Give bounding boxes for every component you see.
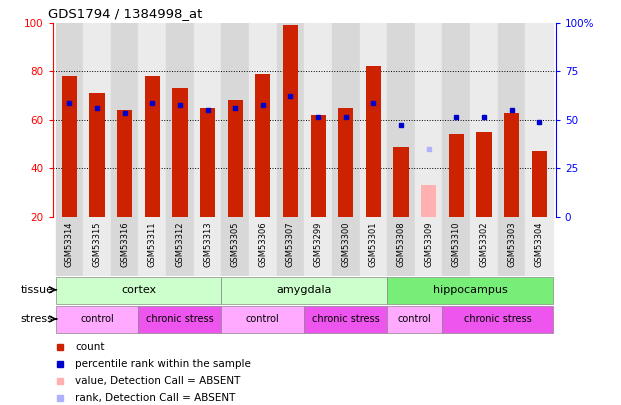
Bar [166, 23, 194, 217]
Bar [283, 25, 298, 217]
Bar [498, 217, 525, 276]
Bar [55, 217, 83, 276]
Text: control: control [398, 314, 432, 324]
Bar [366, 66, 381, 217]
Text: percentile rank within the sample: percentile rank within the sample [75, 359, 252, 369]
Bar [194, 217, 221, 276]
Bar [525, 23, 553, 217]
Bar [304, 217, 332, 276]
Bar [200, 108, 215, 217]
Bar [388, 307, 443, 333]
Bar [338, 108, 353, 217]
Bar [194, 23, 221, 217]
Bar [117, 110, 132, 217]
Text: control: control [80, 314, 114, 324]
Bar [55, 23, 83, 217]
Text: value, Detection Call = ABSENT: value, Detection Call = ABSENT [75, 376, 241, 386]
Bar [504, 113, 519, 217]
Text: GSM53299: GSM53299 [314, 222, 322, 267]
Bar [360, 23, 388, 217]
Text: GSM53311: GSM53311 [148, 222, 156, 267]
Bar [443, 217, 470, 276]
Text: chronic stress: chronic stress [312, 314, 379, 324]
Text: GSM53302: GSM53302 [479, 222, 489, 267]
Text: tissue: tissue [20, 285, 53, 295]
Text: GSM53307: GSM53307 [286, 222, 295, 267]
Text: GSM53301: GSM53301 [369, 222, 378, 267]
Bar [449, 134, 464, 217]
Bar [221, 277, 388, 303]
Bar [55, 277, 221, 303]
Bar [310, 115, 325, 217]
Bar [360, 217, 388, 276]
Text: count: count [75, 342, 105, 352]
Bar [249, 23, 276, 217]
Bar [388, 217, 415, 276]
Text: chronic stress: chronic stress [146, 314, 214, 324]
Bar [138, 217, 166, 276]
Bar [470, 23, 498, 217]
Text: GSM53304: GSM53304 [535, 222, 544, 267]
Bar [498, 23, 525, 217]
Bar [138, 307, 221, 333]
Text: hippocampus: hippocampus [433, 285, 507, 295]
Text: GSM53310: GSM53310 [452, 222, 461, 267]
Bar [138, 23, 166, 217]
Text: GSM53313: GSM53313 [203, 222, 212, 267]
Bar [388, 277, 553, 303]
Bar [255, 74, 270, 217]
Text: cortex: cortex [121, 285, 156, 295]
Text: control: control [246, 314, 279, 324]
Bar [421, 185, 437, 217]
Text: GSM53300: GSM53300 [342, 222, 350, 267]
Bar [221, 307, 304, 333]
Text: stress: stress [20, 314, 53, 324]
Bar [525, 217, 553, 276]
Text: GDS1794 / 1384998_at: GDS1794 / 1384998_at [48, 7, 202, 20]
Bar [532, 151, 547, 217]
Bar [249, 217, 276, 276]
Bar [111, 217, 138, 276]
Bar [61, 76, 77, 217]
Bar [304, 23, 332, 217]
Bar [388, 23, 415, 217]
Bar [276, 217, 304, 276]
Bar [172, 88, 188, 217]
Bar [145, 76, 160, 217]
Text: GSM53306: GSM53306 [258, 222, 267, 267]
Text: GSM53309: GSM53309 [424, 222, 433, 267]
Bar [89, 93, 104, 217]
Bar [227, 100, 243, 217]
Bar [470, 217, 498, 276]
Text: GSM53312: GSM53312 [175, 222, 184, 267]
Bar [443, 23, 470, 217]
Text: GSM53314: GSM53314 [65, 222, 74, 267]
Bar [221, 23, 249, 217]
Bar [55, 307, 138, 333]
Bar [415, 23, 443, 217]
Bar [166, 217, 194, 276]
Text: amygdala: amygdala [276, 285, 332, 295]
Bar [332, 23, 360, 217]
Bar [394, 147, 409, 217]
Text: GSM53305: GSM53305 [230, 222, 240, 267]
Text: GSM53303: GSM53303 [507, 222, 516, 267]
Bar [221, 217, 249, 276]
Bar [415, 217, 443, 276]
Bar [443, 307, 553, 333]
Bar [332, 217, 360, 276]
Bar [276, 23, 304, 217]
Bar [83, 217, 111, 276]
Bar [83, 23, 111, 217]
Text: rank, Detection Call = ABSENT: rank, Detection Call = ABSENT [75, 393, 236, 403]
Text: chronic stress: chronic stress [464, 314, 532, 324]
Bar [476, 132, 492, 217]
Bar [111, 23, 138, 217]
Text: GSM53315: GSM53315 [93, 222, 101, 267]
Bar [304, 307, 388, 333]
Text: GSM53308: GSM53308 [397, 222, 406, 267]
Text: GSM53316: GSM53316 [120, 222, 129, 267]
